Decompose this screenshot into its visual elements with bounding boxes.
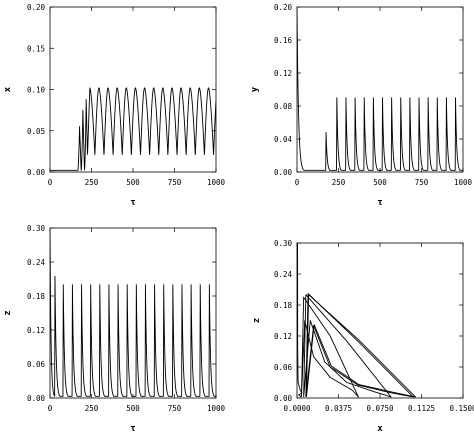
x-tick-label: 0.0375	[325, 404, 352, 413]
y-axis-label: z	[3, 310, 13, 315]
y-axis-label: y	[250, 86, 260, 92]
y-axis-label: x	[3, 86, 13, 92]
y-tick-label: 0.12	[274, 69, 292, 78]
y-tick-label: 0.04	[274, 135, 293, 144]
y-tick-label: 0.10	[27, 86, 46, 95]
x-tick-label: 0.0750	[366, 404, 394, 413]
y-tick-label: 0.16	[274, 36, 293, 45]
y-tick-label: 0.00	[274, 394, 293, 403]
x-tick-label: 0	[48, 404, 53, 413]
x-tick-label: 1000	[207, 178, 226, 187]
x-tick-label: 0.0000	[283, 404, 311, 413]
y-tick-label: 0.30	[274, 239, 293, 248]
x-tick-label: 0.1125	[408, 404, 435, 413]
x-tick-label: 750	[168, 404, 182, 413]
x-axis-label: τ	[130, 424, 135, 434]
x-tick-label: 750	[168, 178, 182, 187]
x-tick-label: 750	[415, 178, 429, 187]
y-tick-label: 0.24	[274, 270, 293, 279]
plot-frame	[296, 242, 464, 399]
x-tick-label: 500	[126, 404, 140, 413]
series-line-limit-cycle-3	[305, 293, 414, 398]
x-tick-label: 1000	[207, 404, 226, 413]
y-tick-label: 0.06	[27, 360, 46, 369]
y-tick-label: 0.18	[27, 292, 46, 301]
y-tick-label: 0.00	[27, 168, 46, 177]
series-line-trace-0	[50, 228, 216, 397]
series-line-loop-1-1	[300, 296, 359, 398]
x-tick-label: 250	[85, 178, 99, 187]
y-tick-label: 0.12	[27, 326, 45, 335]
y-tick-label: 0.18	[274, 301, 293, 310]
x-tick-label: 0	[295, 178, 300, 187]
y-tick-label: 0.05	[27, 127, 45, 136]
y-tick-label: 0.30	[27, 224, 46, 233]
plot-panel-z-vs-x-phase: 0.0000 0.0375 0.0750 0.1125 0.1500 0.00 0.06 0.…	[252, 239, 474, 434]
plot-panel-y-vs-tau: 0 250 500 750 1000 0.00 0.04 0.08 0.12 0.16 0.20 τ y	[250, 3, 473, 208]
series-line-transient-start-0	[297, 243, 303, 398]
x-tick-label: 1000	[454, 178, 473, 187]
y-tick-label: 0.24	[27, 258, 46, 267]
y-tick-label: 0.00	[27, 394, 46, 403]
y-tick-label: 0.06	[274, 363, 293, 372]
series-line-trace-0	[297, 7, 463, 171]
y-tick-label: 0.20	[27, 3, 46, 12]
y-tick-label: 0.08	[274, 102, 293, 111]
x-axis-label: x	[377, 424, 383, 434]
y-tick-label: 0.15	[27, 44, 45, 53]
plot-panel-z-vs-tau: 0 250 500 750 1000 0.00 0.06 0.12 0.18 0.24 0.30 τ z	[3, 224, 226, 434]
x-tick-label: 0.1500	[449, 404, 474, 413]
series-line-loop-2-2	[303, 294, 392, 398]
x-tick-label: 500	[373, 178, 387, 187]
x-tick-label: 0	[48, 178, 53, 187]
y-tick-label: 0.20	[274, 3, 293, 12]
x-tick-label: 250	[85, 404, 99, 413]
y-axis-label: z	[252, 318, 262, 323]
plot-panel-x-vs-tau: 0 250 500 750 1000 0.00 0.05 0.10 0.15 0.20 τ x	[3, 3, 226, 208]
y-tick-label: 0.00	[274, 168, 293, 177]
x-axis-label: τ	[130, 198, 135, 208]
x-axis-label: τ	[377, 198, 382, 208]
x-tick-label: 250	[332, 178, 346, 187]
series-line-limit-cycle-repeat-4	[305, 294, 416, 398]
y-tick-label: 0.12	[274, 332, 292, 341]
x-tick-label: 500	[126, 178, 140, 187]
series-line-trace-0	[50, 87, 216, 171]
